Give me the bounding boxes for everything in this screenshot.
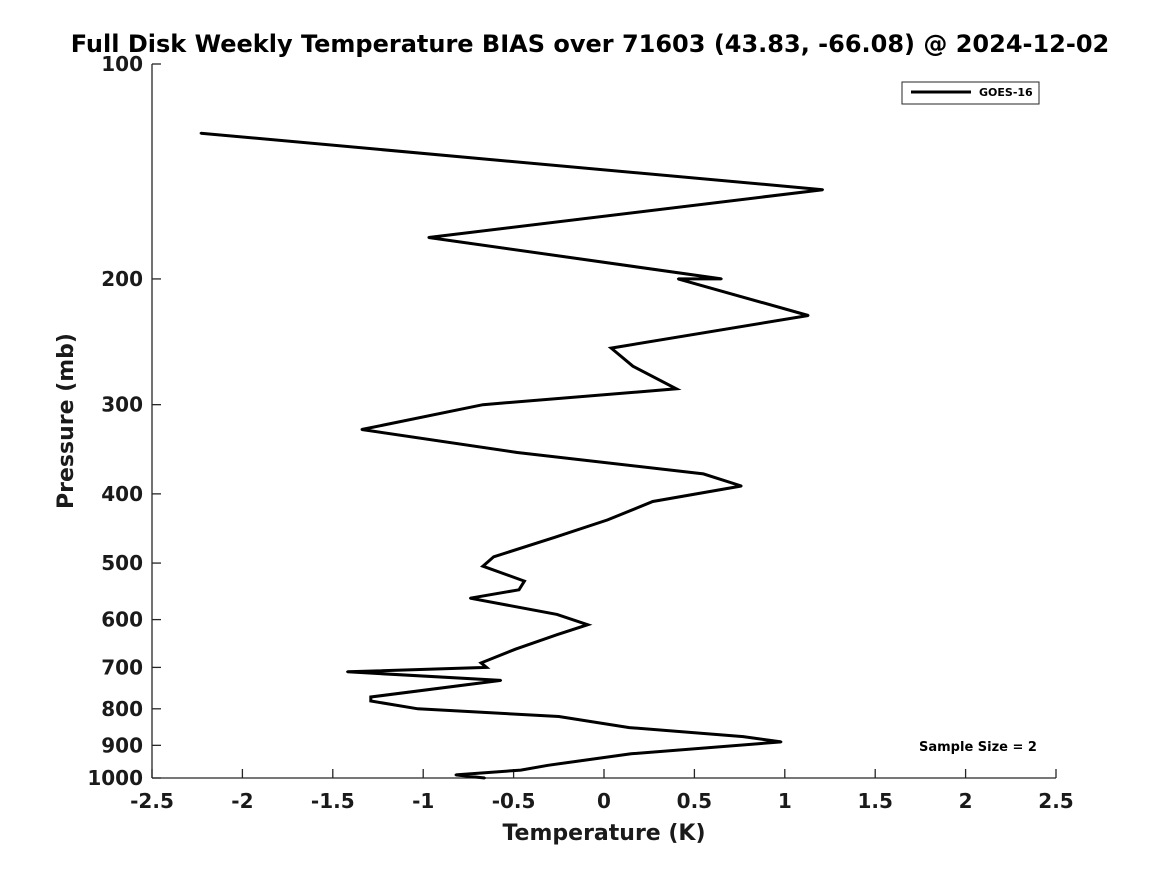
y-tick-label: 1000	[87, 766, 143, 790]
data-point	[481, 565, 485, 568]
data-point	[586, 623, 589, 626]
x-tick-label: 2	[959, 789, 973, 813]
data-point	[369, 695, 372, 699]
data-point	[628, 726, 631, 729]
sample-size-annotation: Sample Size = 2	[919, 740, 1037, 755]
y-tick-label: 600	[101, 608, 143, 632]
data-point	[516, 451, 519, 454]
y-tick-label: 800	[101, 697, 143, 721]
data-point	[807, 314, 810, 317]
data-point	[346, 670, 349, 673]
y-tick-label: 200	[101, 267, 143, 291]
data-point	[469, 597, 472, 600]
y-tick-label: 700	[101, 655, 143, 679]
data-point	[492, 555, 495, 558]
y-tick-label: 100	[101, 52, 143, 76]
data-point	[483, 776, 486, 780]
data-point	[780, 740, 783, 744]
data-point	[546, 764, 550, 767]
data-point	[629, 752, 633, 755]
data-point	[519, 768, 522, 772]
data-point	[479, 661, 483, 665]
series-layer	[199, 131, 824, 780]
x-tick-label: 2.5	[1038, 789, 1073, 813]
x-tick-label: -1	[412, 789, 434, 813]
data-point	[740, 484, 743, 488]
data-point	[523, 579, 526, 583]
y-tick-label: 400	[101, 482, 143, 506]
data-point	[499, 679, 503, 682]
data-point	[427, 236, 430, 239]
x-tick-label: 0	[597, 789, 611, 813]
x-tick-label: 1	[778, 789, 792, 813]
y-tick-label: 500	[101, 551, 143, 575]
data-point	[742, 735, 745, 738]
legend: GOES-16	[901, 81, 1040, 105]
data-point	[675, 387, 678, 390]
data-point	[514, 648, 517, 651]
data-point	[720, 277, 723, 281]
x-tick-label: -2	[231, 789, 253, 813]
y-tick-label: 300	[101, 393, 143, 417]
x-tick-label: -0.5	[492, 789, 536, 813]
data-point	[606, 518, 609, 522]
x-axis-title: Temperature (K)	[502, 821, 705, 846]
data-point	[676, 277, 680, 281]
data-point	[702, 472, 705, 476]
series-line-goes-16	[200, 131, 823, 780]
data-point	[554, 536, 557, 539]
data-point	[485, 666, 488, 669]
data-point	[555, 613, 559, 616]
x-tick-label: 1.5	[857, 789, 892, 813]
data-point	[454, 773, 457, 777]
x-tick-label: -2.5	[130, 789, 174, 813]
y-axis-title: Pressure (mb)	[54, 333, 79, 509]
data-point	[651, 500, 654, 503]
x-ticks: -2.5 -2 -1.5 -1 -0.5 0 0.5 1 1.5 2 2.5	[130, 769, 1074, 813]
chart-title: Full Disk Weekly Temperature BIAS over 7…	[71, 30, 1110, 58]
data-point	[821, 188, 824, 191]
x-tick-label: 0.5	[677, 789, 712, 813]
data-point	[557, 715, 560, 718]
y-ticks: 100 200 300 400 500 600 700 800 900 1000	[87, 52, 161, 790]
data-point	[631, 365, 635, 368]
legend-label-goes-16: GOES-16	[979, 86, 1033, 99]
data-point	[610, 346, 613, 350]
y-tick-label: 900	[101, 733, 143, 757]
data-point	[360, 428, 363, 431]
data-point	[481, 403, 485, 406]
data-point	[555, 633, 559, 636]
data-point	[517, 588, 521, 591]
data-point	[416, 707, 419, 710]
data-point	[199, 132, 202, 135]
x-tick-label: -1.5	[311, 789, 355, 813]
data-point	[369, 699, 372, 703]
